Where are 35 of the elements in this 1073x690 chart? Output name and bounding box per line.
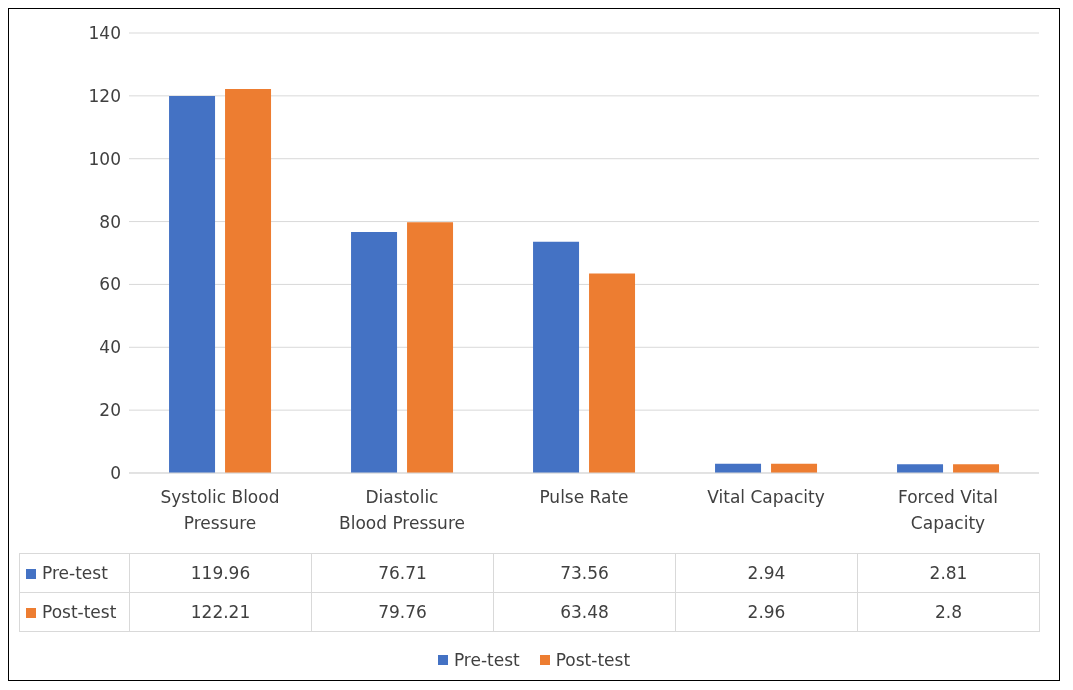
data-label: 119.96: [129, 553, 312, 593]
y-tick-label: 0: [110, 463, 121, 484]
y-tick-label: 80: [99, 211, 121, 232]
data-label: 63.48: [493, 592, 676, 632]
data-label: 2.8: [857, 592, 1040, 632]
data-label: 2.94: [675, 553, 858, 593]
legend-label: Post-test: [19, 592, 130, 632]
y-tick-label: 20: [99, 400, 121, 421]
bar: [169, 95, 216, 473]
data-label: 73.56: [493, 553, 676, 593]
x-tick-label: Forced Vital Capacity: [898, 487, 998, 533]
bar: [897, 464, 944, 473]
bar: [953, 464, 1000, 473]
bar: [351, 231, 398, 473]
bar: [407, 222, 454, 473]
bar: [589, 273, 636, 473]
x-tick-label: Diastolic Blood Pressure: [339, 487, 465, 533]
y-tick-label: 40: [99, 337, 121, 358]
y-tick-label: 120: [88, 85, 121, 106]
legend-label: Pre-test: [19, 553, 130, 593]
data-label: 76.71: [311, 553, 494, 593]
x-tick-label: Systolic Blood Pressure: [160, 487, 280, 533]
y-tick-label: 60: [99, 274, 121, 295]
bar: [533, 241, 580, 473]
data-label: 79.76: [311, 592, 494, 632]
bar: [225, 88, 272, 473]
x-tick-label: Pulse Rate: [539, 487, 629, 507]
y-tick-label: 140: [88, 23, 121, 44]
text: Pre-test: [453, 650, 520, 670]
data-label: 2.96: [675, 592, 858, 632]
data-label: 122.21: [129, 592, 312, 632]
y-tick-label: 100: [88, 148, 121, 169]
text: Post-test: [555, 650, 631, 670]
data-label: 2.81: [857, 553, 1040, 593]
x-tick-label: Vital Capacity: [707, 487, 825, 507]
